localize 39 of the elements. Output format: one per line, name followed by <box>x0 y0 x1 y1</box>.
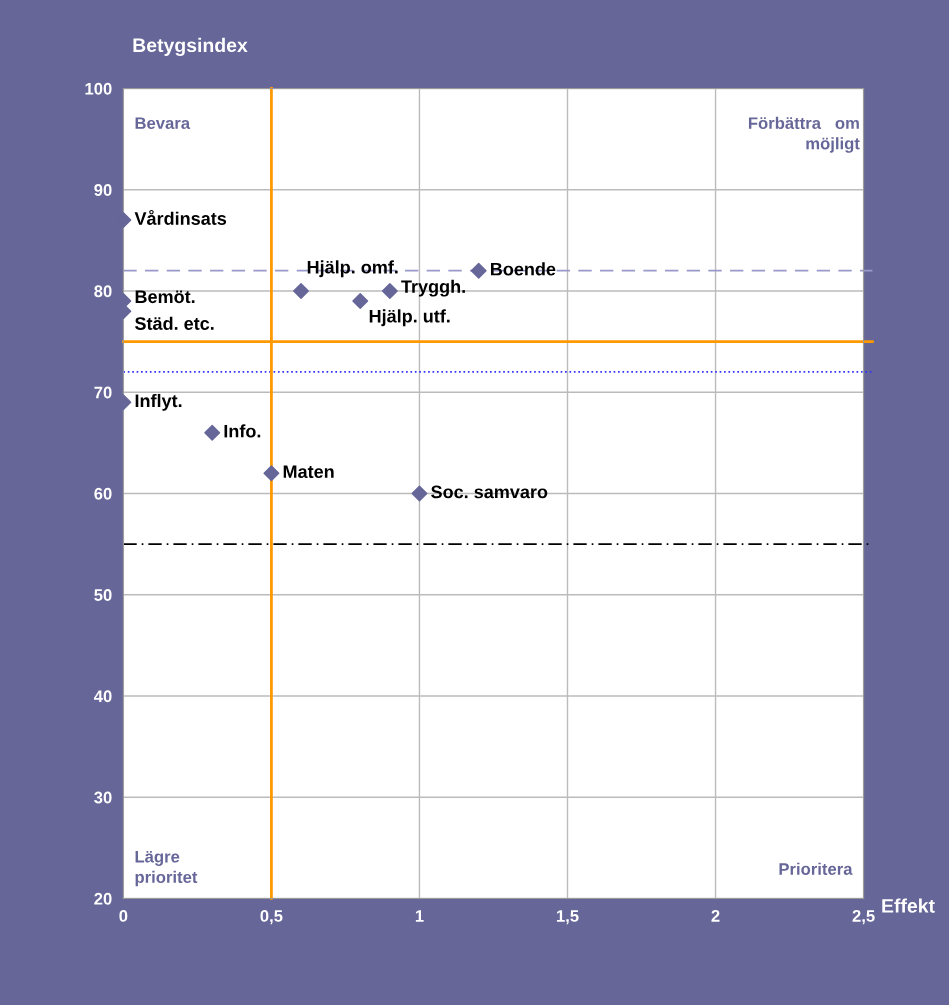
point <box>470 262 487 279</box>
annotation: Städ. etc. <box>135 316 214 330</box>
y-tick-label: 60 <box>94 487 112 500</box>
point <box>204 424 221 441</box>
annotation: Prioritera <box>779 862 853 875</box>
annotation: Info. <box>224 424 261 438</box>
point <box>352 293 369 310</box>
annotation: Bevara <box>135 117 191 130</box>
y-tick-label: 70 <box>94 386 112 399</box>
x-tick-label: 0,5 <box>260 910 283 925</box>
y-tick-label: 30 <box>94 791 112 804</box>
annotation: Soc. samvaro <box>431 485 548 499</box>
y-tick-label: 50 <box>94 589 112 601</box>
annotation: Hjälp. utf. <box>369 309 450 327</box>
annotation: Maten <box>283 465 334 479</box>
annotation: Vårdinsats <box>134 209 227 225</box>
point <box>381 282 398 299</box>
x-tick-label: 1,5 <box>556 910 579 925</box>
x-axis-title: Effekt <box>882 898 935 913</box>
annotation: Förbättra om möjligt <box>748 116 860 153</box>
point <box>293 282 310 299</box>
annotation: Bemöt. <box>135 290 195 304</box>
y-tick-label: 90 <box>94 184 112 196</box>
y-tick-label: 80 <box>94 285 112 298</box>
x-tick-label: 0 <box>119 910 128 922</box>
annotation: Hjälp. omf. <box>307 260 398 278</box>
y-axis-title: Betygsindex <box>133 37 248 57</box>
annotation: Boende <box>490 262 556 276</box>
x-tick-label: 2 <box>711 910 720 922</box>
annotation: Tryggh. <box>401 279 465 297</box>
x-tick-label: 1 <box>415 910 424 922</box>
point <box>263 465 280 482</box>
y-tick-label: 40 <box>93 690 112 703</box>
y-tick-label: 20 <box>94 892 112 905</box>
annotation: Lägre prioritet <box>135 850 198 887</box>
y-tick-label: 100 <box>85 82 112 95</box>
point <box>411 485 428 502</box>
annotation: Inflyt. <box>135 393 182 411</box>
x-tick-label: 2,5 <box>852 910 875 925</box>
